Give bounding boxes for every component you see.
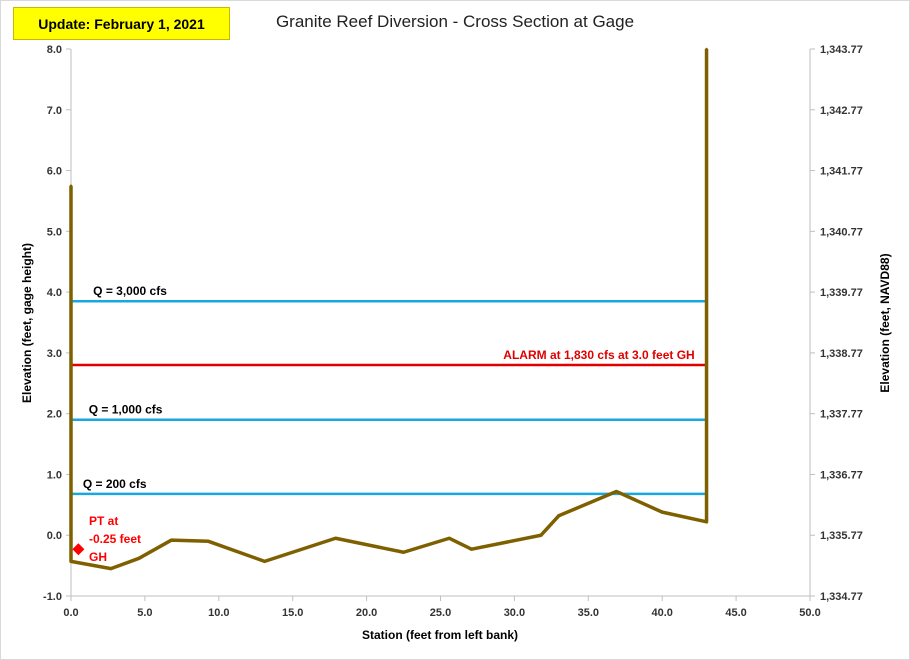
x-tick-label: 15.0 [282, 607, 303, 619]
series-layer [69, 47, 709, 571]
cross-section-point [661, 510, 664, 514]
x-tick-label: 0.0 [63, 607, 78, 619]
y-tick-label: 6.0 [47, 166, 62, 178]
y2-axis-title: Elevation (feet, NAVD88) [878, 253, 892, 392]
x-tick-label: 5.0 [137, 607, 152, 619]
y2-tick-label: 1,338.77 [820, 348, 863, 360]
cross-section-point [557, 514, 560, 517]
y-axis-title: Elevation (feet, gage height) [20, 243, 34, 403]
cross-section-point [402, 551, 405, 554]
y-tick-label: -1.0 [43, 591, 62, 603]
cross-section-point [170, 538, 173, 542]
reference-line-label: Q = 200 cfs [83, 477, 147, 491]
cross-section-point [109, 567, 113, 570]
y-tick-label: 2.0 [47, 409, 62, 421]
y2-tick-label: 1,341.77 [820, 166, 863, 178]
cross-section-point [448, 537, 451, 540]
y2-tick-label: 1,336.77 [820, 469, 863, 481]
cross-section-point [263, 560, 266, 563]
reference-line-label: ALARM at 1,830 cfs at 3.0 feet GH [503, 348, 694, 362]
y-tick-label: 4.0 [47, 287, 62, 299]
y2-tick-label: 1,334.77 [820, 591, 863, 603]
y-tick-label: 1.0 [47, 469, 62, 481]
x-tick-label: 30.0 [504, 607, 525, 619]
x-tick-label: 10.0 [208, 607, 229, 619]
axes-layer: 0.0 5.0 10.0 15.0 20.0 25.0 30.0 35.0 40.0 45.0 50… [43, 44, 863, 619]
y2-tick-label: 1,339.77 [820, 287, 863, 299]
y-tick-label: 7.0 [47, 105, 62, 117]
cross-section-point [705, 47, 708, 51]
pt-marker-label: -0.25 feet [89, 532, 141, 546]
update-date-badge: Update: February 1, 2021 [13, 7, 230, 40]
x-tick-label: 40.0 [651, 607, 672, 619]
cross-section-point [207, 540, 210, 543]
reference-lines-layer: Q = 3,000 cfs ALARM at 1,830 cfs at 3.0 f… [71, 284, 707, 496]
marker-layer: PT at -0.25 feet GH [72, 514, 141, 564]
y2-tick-label: 1,342.77 [820, 105, 863, 117]
x-tick-label: 35.0 [578, 607, 599, 619]
y2-tick-label: 1,337.77 [820, 409, 863, 421]
reference-line-label: Q = 3,000 cfs [93, 284, 167, 298]
cross-section-point [137, 557, 141, 560]
y-tick-label: 0.0 [47, 530, 62, 542]
cross-section-point [69, 184, 73, 187]
cross-section-point [69, 560, 73, 563]
y-tick-label: 3.0 [47, 348, 62, 360]
y-tick-label: 5.0 [47, 226, 62, 238]
reference-line-label: Q = 1,000 cfs [89, 403, 163, 417]
pt-marker-label: PT at [89, 514, 118, 528]
cross-section-point [334, 537, 337, 540]
cross-section-point [705, 520, 708, 524]
y2-tick-label: 1,335.77 [820, 530, 863, 542]
cross-section-point [615, 490, 618, 493]
y-tick-label: 8.0 [47, 44, 62, 56]
y2-tick-label: 1,343.77 [820, 44, 863, 56]
pt-marker-diamond [72, 543, 85, 556]
x-tick-label: 50.0 [799, 607, 820, 619]
x-tick-label: 45.0 [725, 607, 746, 619]
cross-section-point [539, 534, 543, 537]
cross-section-line [69, 49, 709, 571]
pt-marker-label: GH [89, 550, 107, 564]
x-tick-label: 25.0 [430, 607, 451, 619]
x-tick-label: 20.0 [356, 607, 377, 619]
x-axis-title: Station (feet from left bank) [362, 628, 518, 642]
y2-tick-label: 1,340.77 [820, 226, 863, 238]
cross-section-point [470, 548, 473, 551]
chart-title: Granite Reef Diversion - Cross Section a… [275, 12, 635, 31]
